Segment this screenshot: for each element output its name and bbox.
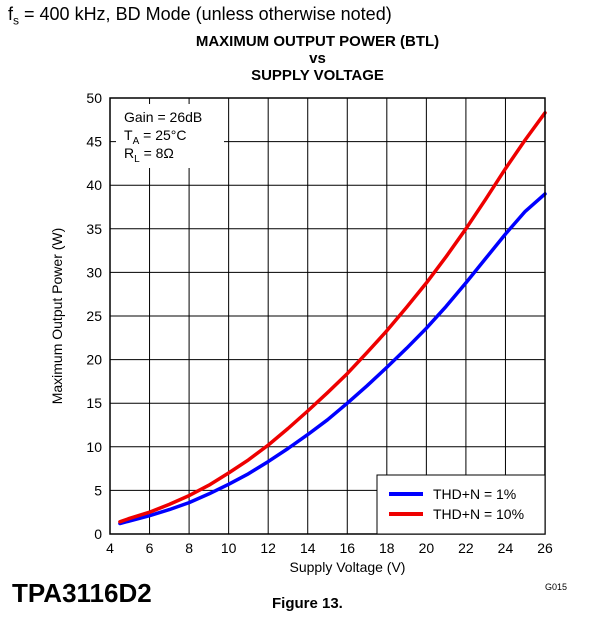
x-tick-label: 18 [379, 540, 395, 556]
legend-label-thd-10: THD+N = 10% [433, 506, 524, 522]
y-tick-label: 50 [86, 90, 102, 106]
x-tick-label: 24 [498, 540, 514, 556]
y-tick-label: 5 [94, 482, 102, 498]
ta-subscript: A [133, 136, 140, 147]
y-tick-label: 45 [86, 134, 102, 150]
x-tick-label: 20 [419, 540, 435, 556]
x-tick-label: 12 [260, 540, 276, 556]
rl-value: = 8Ω [140, 145, 174, 161]
legend-label-thd-1: THD+N = 1% [433, 486, 516, 502]
legend: THD+N = 1% THD+N = 10% [376, 474, 546, 535]
x-tick-label: 26 [537, 540, 553, 556]
x-tick-label: 16 [339, 540, 355, 556]
ta-value: = 25°C [139, 127, 186, 143]
conditions-background [116, 104, 224, 168]
y-tick-label: 40 [86, 177, 102, 193]
x-tick-label: 22 [458, 540, 474, 556]
chart-title-line-3: SUPPLY VOLTAGE [251, 67, 384, 84]
series-layer [118, 111, 547, 526]
gain-condition: Gain = 26dB [124, 109, 202, 125]
y-tick-label: 20 [86, 352, 102, 368]
condition-symbol: f [8, 4, 14, 24]
y-tick-label: 35 [86, 221, 102, 237]
ta-symbol: T [124, 127, 133, 143]
conditions-box: Gain = 26dB TA = 25°C RL = 8Ω [116, 104, 224, 168]
ambient-temperature-condition: TA = 25°C [124, 127, 186, 147]
x-tick-label: 10 [221, 540, 237, 556]
y-tick-label: 0 [94, 526, 102, 542]
condition-subscript: s [13, 13, 20, 28]
chart-title-line-1: MAXIMUM OUTPUT POWER (BTL) [195, 33, 440, 50]
rl-symbol: R [124, 145, 134, 161]
x-tick-labels: 4 6 8 10 12 14 16 18 20 22 24 26 [106, 540, 553, 556]
test-condition-header: fs = 400 kHz, BD Mode (unless otherwise … [8, 4, 392, 28]
x-tick-label: 6 [146, 540, 154, 556]
y-tick-labels: 0 5 10 15 20 25 30 35 40 45 50 [86, 90, 102, 542]
output-power-chart: Gain = 26dB TA = 25°C RL = 8Ω THD+N = 1%… [49, 90, 553, 575]
y-axis-label: Maximum Output Power (W) [49, 228, 65, 405]
y-tick-label: 10 [86, 439, 102, 455]
x-axis-label: Supply Voltage (V) [290, 559, 406, 575]
series-line-0 [118, 192, 547, 526]
load-resistance-condition: RL = 8Ω [124, 145, 174, 165]
y-tick-label: 30 [86, 264, 102, 280]
y-tick-label: 25 [86, 308, 102, 324]
series-line-1 [118, 111, 547, 524]
chart-title-line-2: vs [309, 50, 326, 67]
condition-text: = 400 kHz, BD Mode (unless otherwise not… [19, 4, 392, 24]
x-tick-label: 8 [185, 540, 193, 556]
x-tick-label: 14 [300, 540, 316, 556]
graphic-code: G015 [545, 582, 568, 592]
figure-label: Figure 13. [272, 595, 343, 612]
plot-frame [109, 97, 546, 535]
part-number: TPA3116D2 [12, 578, 152, 608]
x-tick-label: 4 [106, 540, 114, 556]
rl-subscript: L [134, 154, 140, 165]
y-tick-label: 15 [86, 395, 102, 411]
chart-title: MAXIMUM OUTPUT POWER (BTL) vs SUPPLY VOL… [0, 33, 615, 84]
legend-box [376, 474, 546, 535]
